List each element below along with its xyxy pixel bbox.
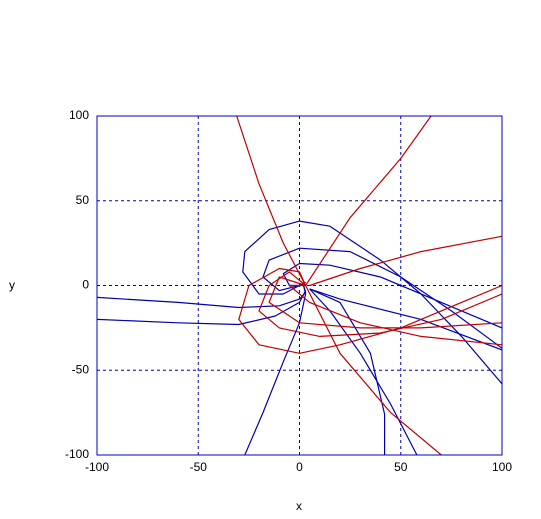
y-tick-label: -100	[65, 447, 89, 461]
x-axis-label: x	[296, 499, 302, 513]
curve	[282, 262, 502, 329]
curve	[262, 247, 502, 349]
x-tick-label: 0	[296, 460, 303, 474]
curves	[97, 116, 502, 455]
y-tick-label: 50	[76, 193, 90, 207]
x-tick-label: 50	[394, 460, 408, 474]
curve	[268, 276, 502, 329]
x-tick-label: -100	[85, 460, 109, 474]
curve	[97, 290, 307, 326]
curve	[305, 116, 432, 286]
y-tick-label: 0	[82, 278, 89, 292]
x-tick-label: 100	[492, 460, 512, 474]
x-tick-label: -50	[190, 460, 208, 474]
curve	[236, 116, 307, 286]
curve	[309, 288, 386, 455]
curve	[244, 285, 307, 455]
y-tick-label: 100	[69, 108, 89, 122]
y-axis-label: y	[9, 278, 15, 292]
curve	[288, 284, 502, 346]
curve	[309, 288, 502, 351]
plot-frame	[96, 115, 503, 456]
curve	[258, 271, 502, 337]
curve	[305, 285, 442, 455]
y-tick-label: -50	[72, 362, 90, 376]
curve	[309, 235, 502, 287]
curve	[309, 288, 418, 455]
curve	[238, 267, 502, 354]
